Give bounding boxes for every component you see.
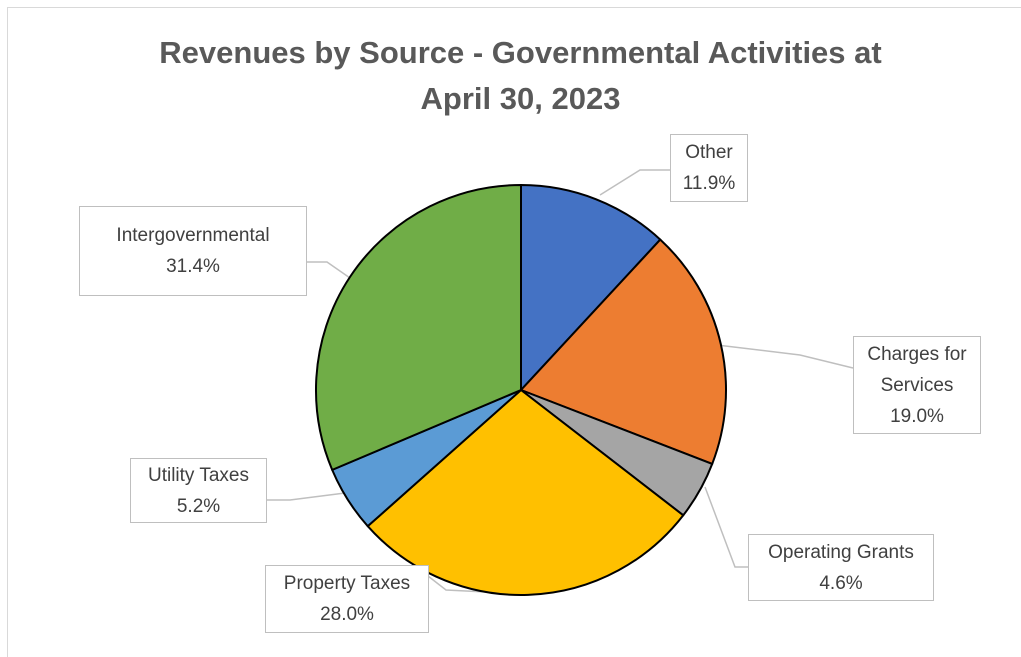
data-label-value: 4.6% bbox=[819, 572, 863, 594]
chart-area bbox=[7, 7, 1021, 657]
data-label-category: Other bbox=[685, 142, 733, 163]
pie-slice-intergovernmental bbox=[314, 184, 522, 471]
data-label-intergovernmental: Intergovernmental 31.4% bbox=[79, 206, 307, 296]
data-label-other: Other 11.9% bbox=[670, 134, 748, 202]
leader-line-intergovernmental bbox=[307, 261, 351, 279]
data-label-value: 28.0% bbox=[320, 604, 374, 625]
data-label-category: Operating Grants bbox=[768, 541, 914, 563]
chart-title-line-1: Revenues by Source - Governmental Activi… bbox=[159, 35, 882, 70]
data-label-value: 11.9% bbox=[682, 173, 736, 194]
chart-title-line-2: April 30, 2023 bbox=[420, 81, 621, 116]
pie-slice-charges-for-services bbox=[520, 238, 727, 465]
pie-slice-property-taxes bbox=[366, 389, 685, 596]
data-label-value: 31.4% bbox=[166, 256, 220, 277]
data-label-operating-grants: Operating Grants 4.6% bbox=[748, 534, 934, 601]
leader-line-other bbox=[599, 169, 670, 196]
data-label-category: Services bbox=[880, 374, 954, 396]
leader-line-operating-grants bbox=[704, 486, 748, 568]
data-label-property-taxes: Property Taxes 28.0% bbox=[265, 565, 429, 633]
pie-slice-other bbox=[520, 184, 662, 391]
chart-title: Revenues by Source - Governmental Activi… bbox=[0, 30, 1021, 122]
data-label-value: 5.2% bbox=[176, 495, 221, 517]
leader-lines bbox=[267, 169, 854, 595]
data-label-value: 19.0% bbox=[890, 405, 944, 427]
data-label-category: Utility Taxes bbox=[147, 464, 249, 486]
leader-line-utility-taxes bbox=[267, 492, 346, 501]
data-label-utility-taxes: Utility Taxes 5.2% bbox=[130, 458, 267, 523]
pie-slices bbox=[314, 184, 727, 596]
data-label-category: Intergovernmental bbox=[116, 225, 270, 246]
data-label-category: Property Taxes bbox=[283, 573, 411, 594]
data-label-charges-for-services: Charges for Services 19.0% bbox=[853, 336, 981, 434]
data-label-category: Charges for bbox=[867, 343, 967, 365]
leader-line-charges-for-services bbox=[716, 344, 854, 369]
